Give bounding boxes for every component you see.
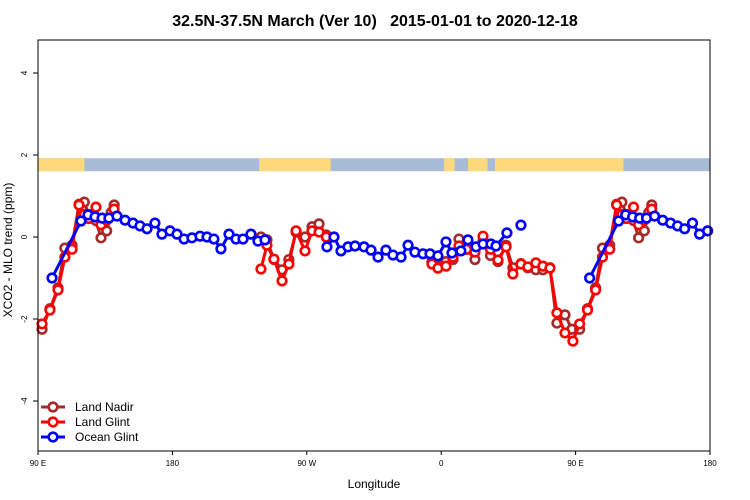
data-point (462, 234, 474, 246)
land-ocean-mask-strip (38, 158, 710, 172)
y-tick-label: -2 (20, 315, 29, 323)
land-strip-segment (468, 158, 488, 172)
legend-label: Land Nadir (75, 400, 134, 414)
data-point (500, 241, 512, 253)
data-point (349, 240, 361, 252)
land-strip-segment (494, 158, 624, 172)
data-point (290, 225, 302, 237)
data-point (321, 241, 333, 253)
data-point (95, 232, 107, 244)
data-point (490, 240, 502, 252)
data-point (268, 253, 280, 265)
x-tick-label: 90 W (297, 459, 316, 468)
data-point (501, 227, 513, 239)
data-point (90, 201, 102, 213)
data-point (149, 217, 161, 229)
x-axis-label: Longitude (348, 477, 401, 491)
data-point (440, 260, 452, 272)
plot-frame (37, 39, 711, 452)
x-tick-label: 180 (166, 459, 180, 468)
data-point (679, 223, 691, 235)
legend-marker (47, 401, 59, 413)
data-point (46, 272, 58, 284)
data-point (44, 304, 56, 316)
data-point (440, 236, 452, 248)
series-layer (36, 196, 714, 347)
data-point (255, 263, 267, 275)
data-point (432, 250, 444, 262)
data-point (611, 199, 623, 211)
data-point (395, 251, 407, 263)
data-point (259, 234, 271, 246)
legend-item: Land Nadir (41, 400, 134, 414)
data-point (223, 228, 235, 240)
chart-title: 32.5N-37.5N March (Ver 10) 2015-01-01 to… (172, 13, 578, 30)
x-tick-label: 0 (439, 459, 444, 468)
data-point (313, 226, 325, 238)
data-point (507, 268, 519, 280)
data-point (455, 245, 467, 257)
x-axis: 90 E 180 90 W 0 90 E 180 (30, 451, 717, 468)
land-strip-segment (259, 158, 331, 172)
data-point (551, 307, 563, 319)
legend-marker (47, 431, 59, 443)
data-point (702, 225, 714, 237)
y-tick-label: -4 (20, 397, 29, 405)
data-point (446, 247, 458, 259)
land-strip-segment (38, 158, 85, 172)
data-point (515, 219, 527, 231)
legend-label: Ocean Glint (75, 430, 139, 444)
data-point (581, 304, 594, 316)
data-point (237, 233, 249, 245)
data-point (559, 327, 571, 339)
legend-marker (47, 416, 59, 428)
data-point (567, 335, 579, 347)
data-point (283, 258, 295, 270)
series-ocean-glint (46, 209, 714, 284)
y-tick-label: 2 (20, 152, 29, 157)
data-point (627, 201, 640, 213)
data-point (365, 244, 377, 256)
data-point (208, 233, 220, 245)
data-point (402, 239, 414, 251)
data-point (141, 223, 153, 235)
data-point (215, 243, 227, 255)
x-tick-label: 180 (703, 459, 717, 468)
data-point (299, 245, 311, 257)
data-point (73, 199, 85, 211)
data-point (544, 262, 556, 274)
data-point (574, 318, 586, 330)
x-tick-label: 90 E (567, 459, 583, 468)
data-point (75, 215, 87, 227)
y-tick-label: 0 (20, 234, 29, 239)
land-strip-segment (444, 158, 455, 172)
data-point (380, 244, 392, 256)
data-point (245, 228, 257, 240)
data-point (686, 217, 699, 229)
data-point (372, 251, 384, 263)
legend-item: Ocean Glint (41, 430, 139, 444)
data-point (328, 231, 340, 243)
y-axis: 4 2 0 -2 -4 (20, 70, 38, 405)
data-point (171, 228, 183, 240)
data-point (633, 232, 645, 244)
data-point (36, 318, 48, 330)
y-axis-label: XCO2 - MLO trend (ppm) (1, 183, 15, 318)
data-point (276, 275, 288, 287)
data-point (492, 254, 504, 266)
legend-item: Land Glint (41, 415, 130, 429)
data-point (584, 272, 596, 284)
x-tick-label: 90 E (30, 459, 46, 468)
data-point (52, 284, 64, 296)
data-point (613, 215, 625, 227)
y-tick-label: 4 (20, 70, 29, 75)
legend-label: Land Glint (75, 415, 130, 429)
data-point (590, 284, 602, 296)
